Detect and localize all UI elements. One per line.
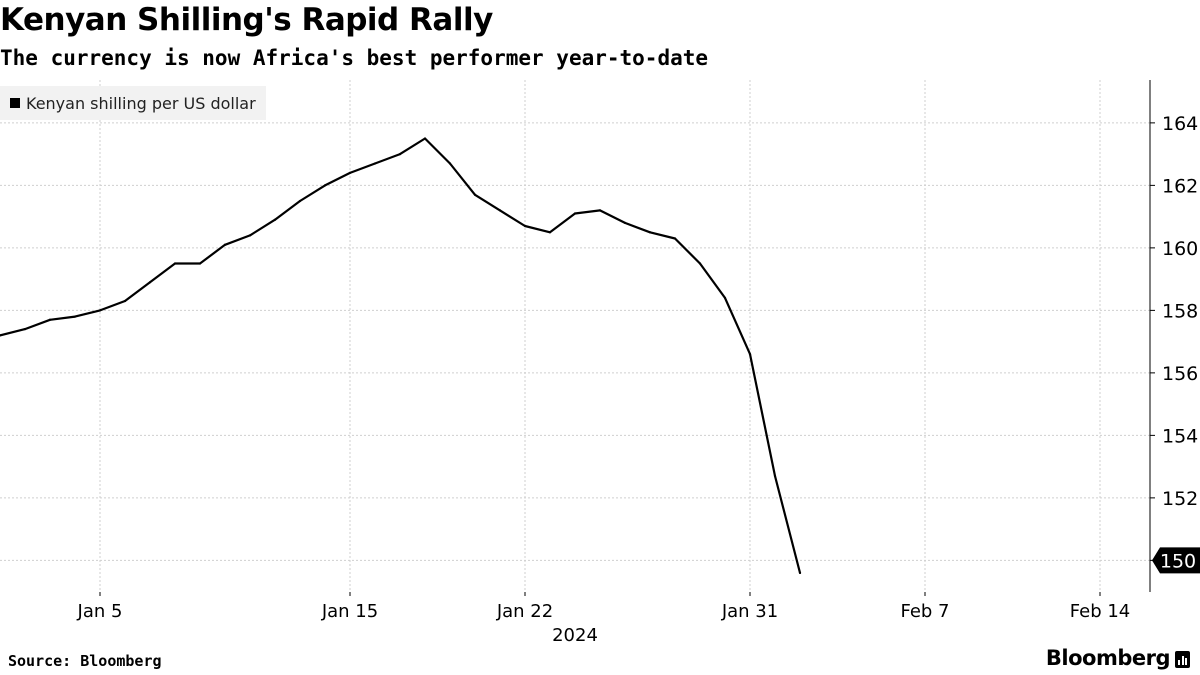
data-point xyxy=(0,334,2,337)
bloomberg-chart-icon xyxy=(1175,651,1190,668)
x-tick-label: Jan 22 xyxy=(496,601,553,622)
data-point xyxy=(673,237,677,240)
data-point xyxy=(748,353,752,356)
data-point xyxy=(273,218,277,221)
data-point xyxy=(423,137,427,140)
last-value-label: 150 xyxy=(1160,550,1196,572)
data-point xyxy=(773,474,777,478)
y-tick-label: 158 xyxy=(1162,300,1198,322)
data-point xyxy=(73,315,77,318)
data-point xyxy=(148,281,152,284)
data-point xyxy=(523,224,527,228)
data-point xyxy=(198,262,202,265)
chart-title: Kenyan Shilling's Rapid Rally xyxy=(0,2,493,38)
data-point xyxy=(173,262,177,265)
data-point xyxy=(123,299,127,303)
data-point xyxy=(223,243,227,246)
y-tick-label: 152 xyxy=(1162,488,1198,510)
y-tick-label: 156 xyxy=(1162,363,1198,385)
data-point xyxy=(598,209,602,212)
data-point xyxy=(548,231,552,234)
data-point xyxy=(448,162,452,165)
data-point xyxy=(648,231,652,234)
x-tick-label: Jan 5 xyxy=(77,601,123,622)
data-point xyxy=(398,153,402,156)
x-tick-label: Feb 14 xyxy=(1070,601,1131,622)
last-value-tag xyxy=(1152,547,1200,574)
data-point xyxy=(723,296,727,299)
data-point xyxy=(23,328,27,331)
data-point xyxy=(298,199,302,203)
x-tick-label: Feb 7 xyxy=(900,601,949,622)
data-point xyxy=(373,162,377,165)
y-tick-label: 162 xyxy=(1162,175,1198,197)
data-point xyxy=(98,309,102,312)
axis-layer xyxy=(99,80,1155,596)
legend: Kenyan shilling per US dollar xyxy=(0,86,266,120)
series-layer xyxy=(0,137,802,574)
data-point xyxy=(323,184,327,187)
x-tick-label: Jan 31 xyxy=(721,601,778,622)
data-point xyxy=(498,209,502,212)
data-point xyxy=(573,212,577,215)
data-point xyxy=(473,193,477,196)
data-point xyxy=(623,221,627,224)
grid-layer xyxy=(0,80,1150,592)
label-layer: 150 152 154 156 158 160 162 164 Jan 5 Jan 15 Jan 2… xyxy=(77,113,1200,646)
data-point xyxy=(248,234,252,237)
legend-swatch xyxy=(10,98,20,108)
series-line-kenyan-shilling xyxy=(0,137,802,574)
y-tick-label: 160 xyxy=(1162,238,1198,260)
data-point xyxy=(798,571,802,574)
source-note: Source: Bloomberg xyxy=(8,652,162,670)
data-point xyxy=(698,262,702,265)
data-point xyxy=(348,171,352,174)
chart-subtitle: The currency is now Africa's best perfor… xyxy=(0,46,709,70)
y-tick-label: 154 xyxy=(1162,425,1198,447)
y-tick-label: 164 xyxy=(1162,113,1198,135)
data-point xyxy=(48,318,52,321)
brand-logo-text: Bloomberg xyxy=(1045,646,1171,670)
x-tick-label: Jan 15 xyxy=(321,601,378,622)
legend-label: Kenyan shilling per US dollar xyxy=(26,93,256,113)
x-axis-year-label: 2024 xyxy=(552,625,598,646)
